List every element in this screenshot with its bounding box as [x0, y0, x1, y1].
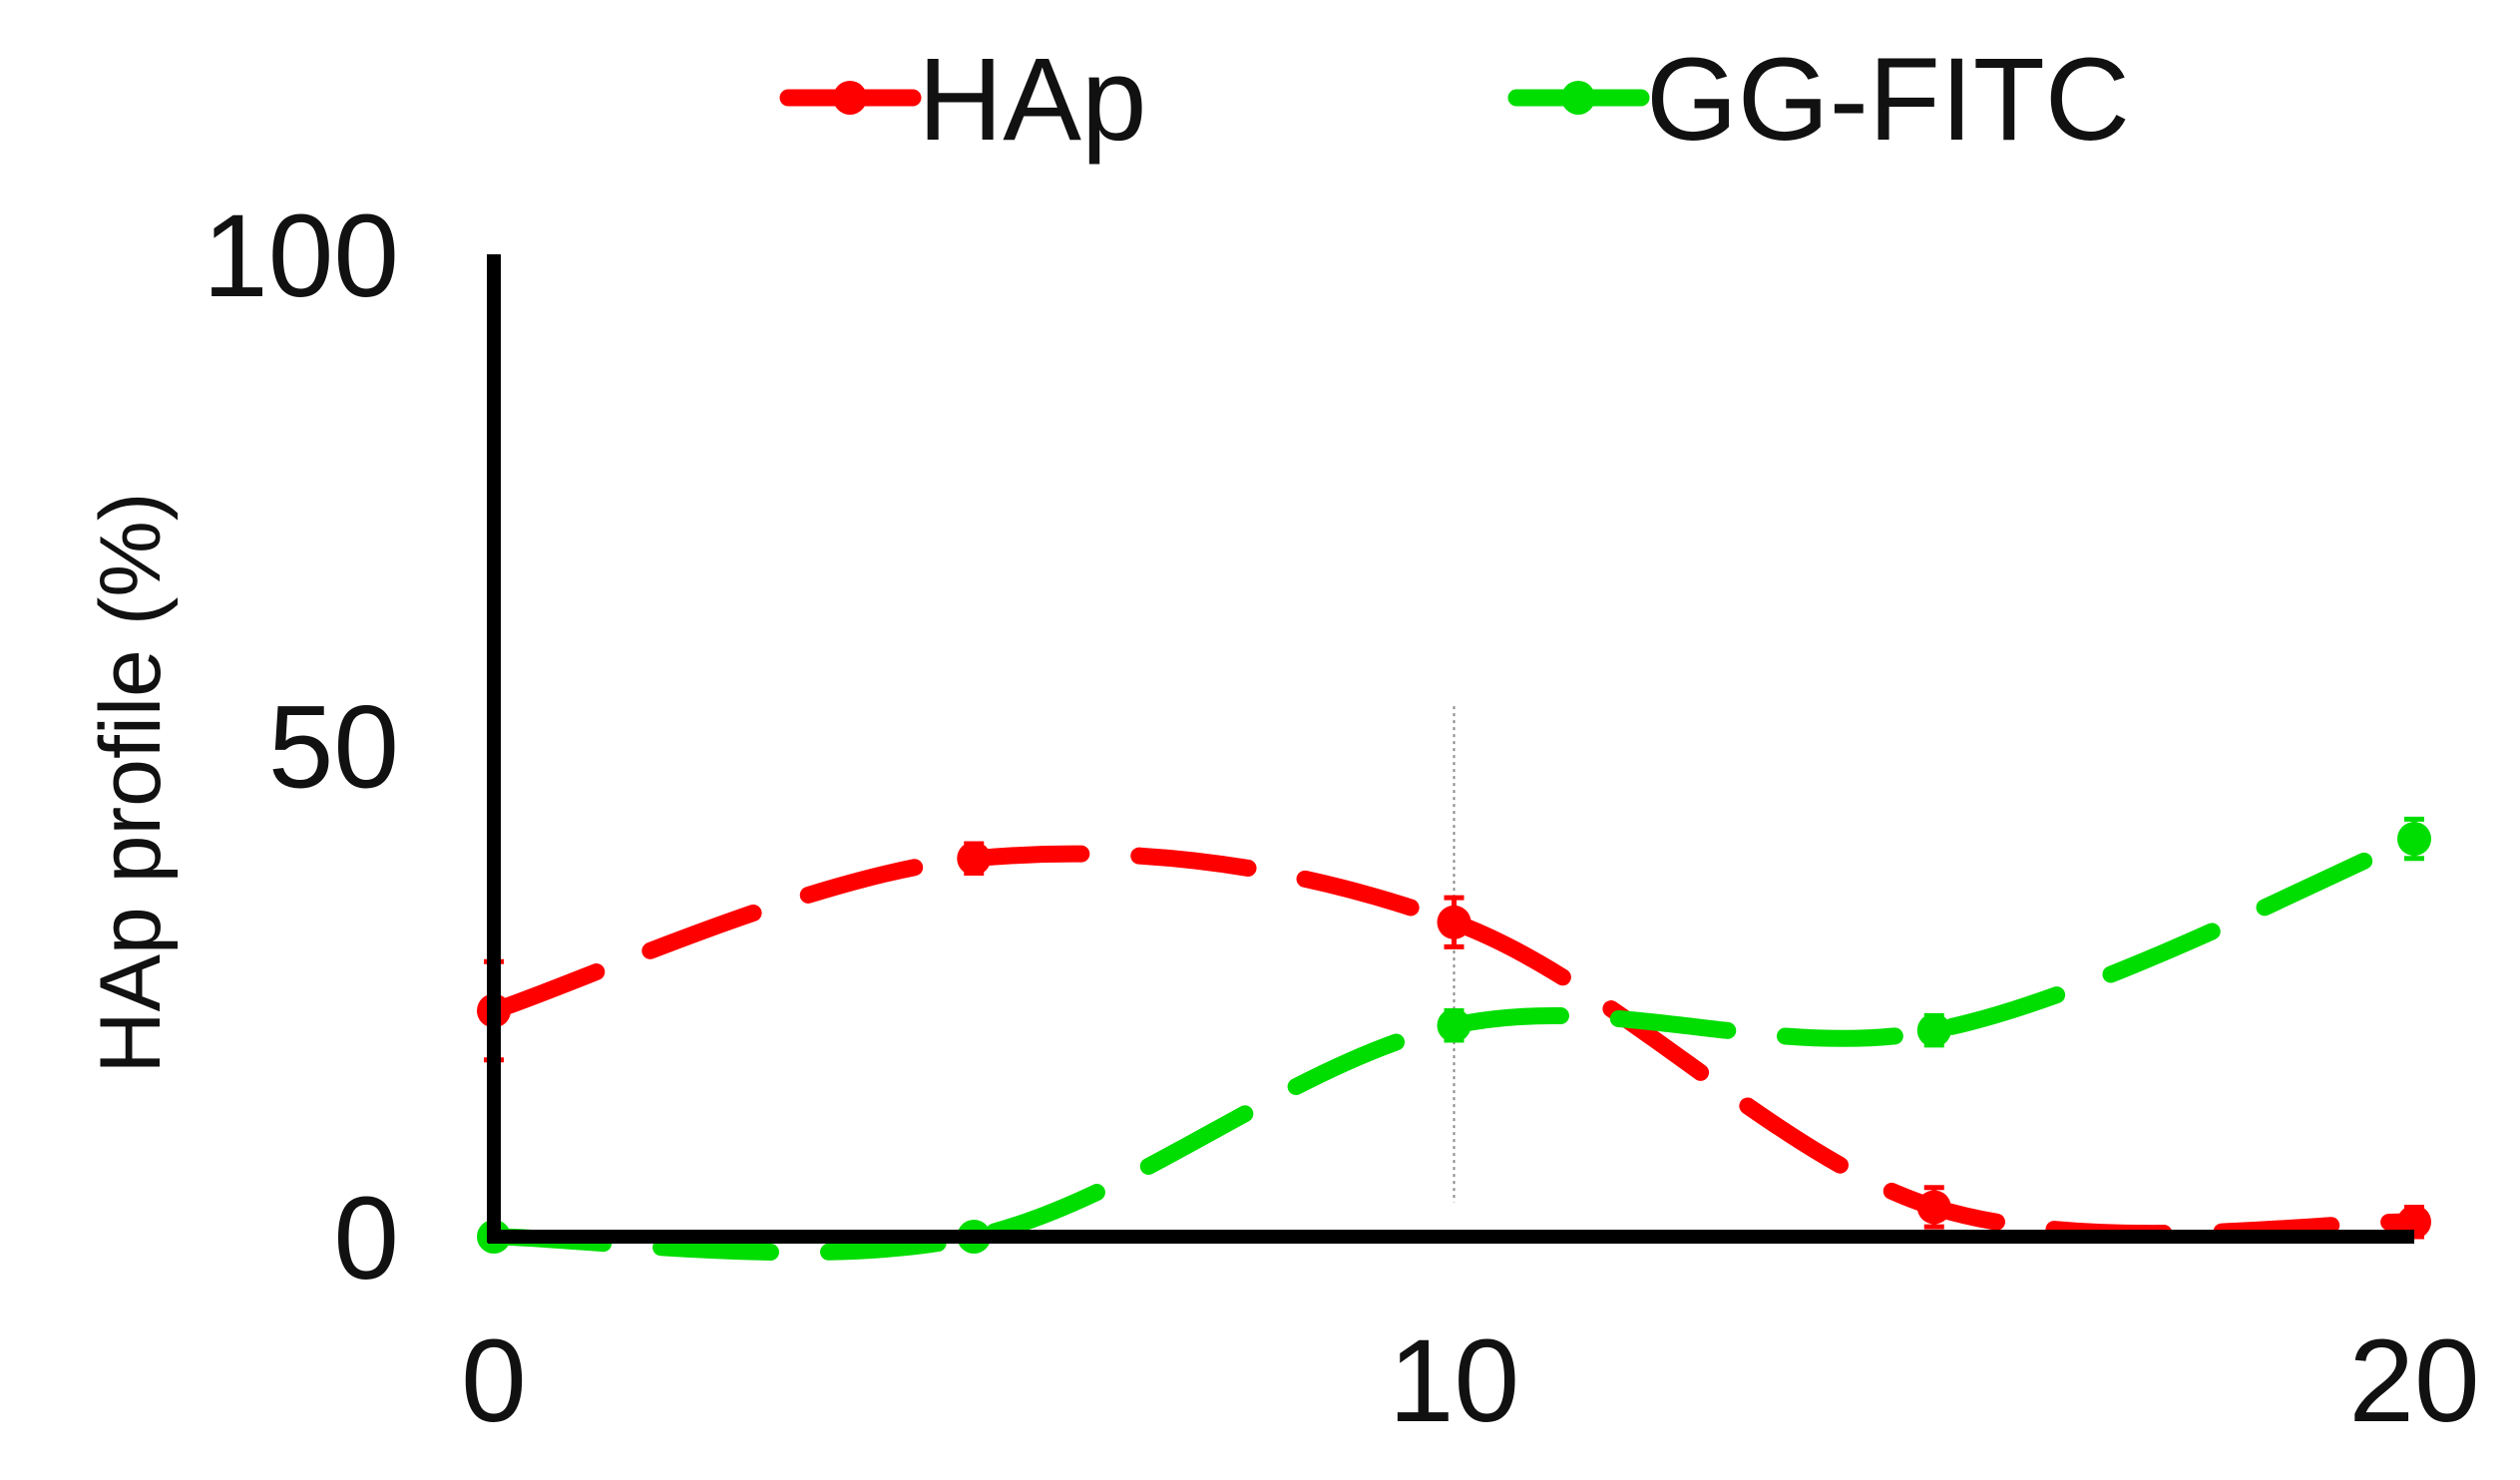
- data-point: [1916, 1013, 1951, 1048]
- data-point: [1437, 905, 1471, 939]
- y-axis-title-group: HAp profile (%): [83, 492, 179, 1073]
- series-gg-fitc: [477, 816, 2431, 1262]
- axes: [487, 254, 2414, 1244]
- data-point: [1916, 1190, 1951, 1225]
- data-point: [957, 841, 992, 876]
- data-point: [2397, 822, 2431, 857]
- legend-item-gg-fitc: GG-FITC: [1507, 34, 2130, 166]
- legend-label-hap: HAp: [918, 34, 1147, 166]
- x-tick-label: 10: [1389, 1315, 1519, 1447]
- legend: HAp GG-FITC: [779, 34, 2130, 166]
- y-tick-label: 100: [203, 190, 399, 322]
- legend-marker-gg-fitc: [1561, 81, 1595, 115]
- legend-label-gg-fitc: GG-FITC: [1646, 34, 2130, 166]
- y-tick-label: 50: [268, 682, 399, 814]
- x-tick-label: 0: [461, 1315, 527, 1447]
- legend-item-hap: HAp: [779, 34, 1147, 166]
- legend-marker-hap: [833, 81, 867, 115]
- y-axis-title: HAp profile (%): [83, 492, 179, 1073]
- y-tick-label: 0: [333, 1173, 399, 1304]
- data-point: [1437, 1008, 1471, 1043]
- x-tick-label: 20: [2348, 1315, 2479, 1447]
- tick-labels: 0 10 20 0 50 100: [203, 190, 2480, 1447]
